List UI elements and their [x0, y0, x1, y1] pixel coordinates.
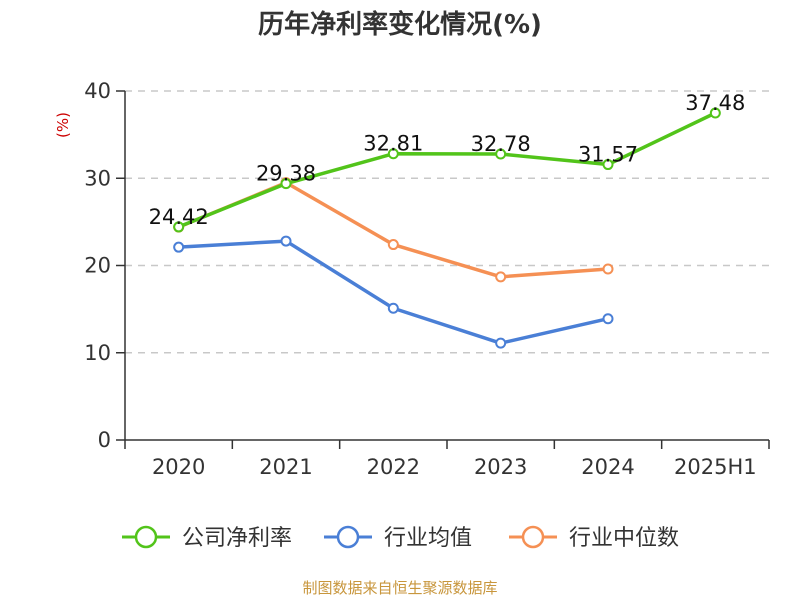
legend-marker — [336, 525, 360, 549]
data-point — [495, 337, 507, 349]
data-point — [602, 313, 614, 325]
data-point — [602, 263, 614, 275]
data-source-note: 制图数据来自恒生聚源数据库 — [302, 579, 497, 597]
data-point — [280, 178, 292, 190]
legend-label: 公司净利率 — [182, 526, 292, 551]
data-point — [495, 271, 507, 283]
y-tick-label: 0 — [98, 428, 111, 452]
series-layer: 24.42 29.38 32.81 32.78 31.57 37.48 — [149, 91, 745, 349]
legend-item: 行业均值 — [324, 525, 472, 551]
series-0: 24.42 29.38 32.81 32.78 31.57 37.48 — [149, 91, 745, 233]
data-point — [709, 107, 721, 119]
data-label: 32.78 — [471, 132, 531, 156]
data-point — [387, 239, 399, 251]
data-point — [173, 221, 185, 233]
data-point — [387, 148, 399, 160]
data-point — [495, 148, 507, 160]
data-label: 24.42 — [149, 205, 209, 229]
data-label: 32.81 — [363, 132, 423, 156]
y-tick-label: 30 — [84, 166, 111, 190]
data-point — [173, 241, 185, 253]
series-line — [176, 239, 610, 345]
y-tick-label: 40 — [84, 79, 111, 103]
x-tick-label: 2022 — [367, 455, 420, 479]
legend-label: 行业均值 — [384, 526, 472, 551]
data-label: 31.57 — [578, 143, 638, 167]
x-tick-label: 2025H1 — [674, 455, 757, 479]
data-point — [387, 302, 399, 314]
legend-item: 行业中位数 — [509, 525, 679, 551]
x-tick-label: 2021 — [259, 455, 312, 479]
chart-title: 历年净利率变化情况(%) — [258, 9, 542, 40]
series-line — [176, 180, 610, 279]
legend-marker — [521, 525, 545, 549]
data-label: 29.38 — [256, 162, 316, 186]
legend-marker — [134, 525, 158, 549]
y-tick-label: 20 — [84, 254, 111, 278]
data-point — [602, 159, 614, 171]
legend: 公司净利率 行业均值 行业中位数 — [122, 525, 679, 551]
grid-lines — [125, 90, 769, 354]
legend-item: 公司净利率 — [122, 525, 292, 551]
data-point — [280, 235, 292, 247]
axes: 0 10 20 30 40 2020 2021 2022 2023 2024 2025H1 — [84, 79, 770, 479]
series-1 — [173, 235, 614, 349]
legend-label: 行业中位数 — [569, 526, 679, 551]
data-label: 37.48 — [685, 91, 745, 115]
x-tick-label: 2020 — [152, 455, 205, 479]
x-tick-label: 2023 — [474, 455, 527, 479]
series-line — [176, 111, 718, 229]
y-tick-label: 10 — [84, 341, 111, 365]
y-axis-unit: (%) — [54, 112, 72, 138]
x-tick-label: 2024 — [581, 455, 634, 479]
